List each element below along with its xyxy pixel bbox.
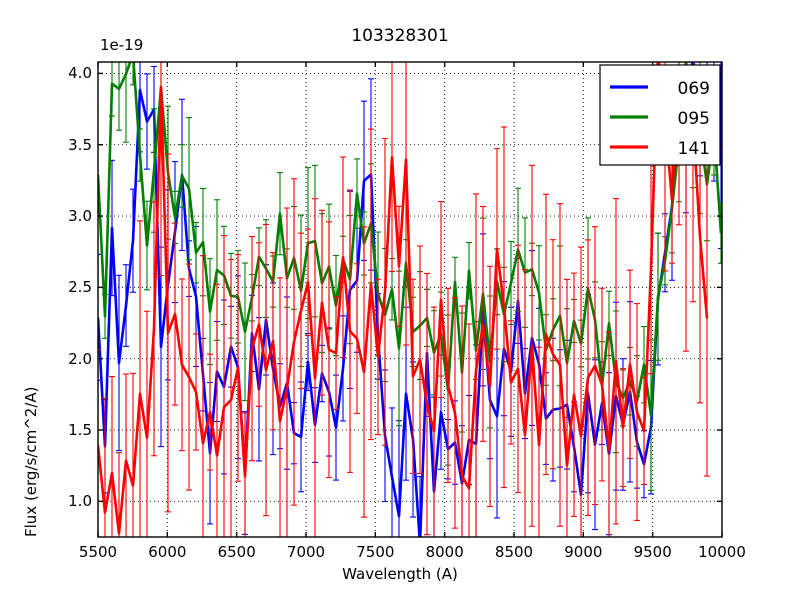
x-tick-label: 7000: [286, 543, 326, 561]
series-line-069: [98, 62, 722, 537]
legend[interactable]: 069 095 141: [599, 64, 721, 166]
x-tick-label: 10000: [698, 543, 746, 561]
y-tick-label: 3.0: [68, 207, 92, 226]
x-tick-label: 9500: [633, 543, 672, 561]
x-tick-label: 7500: [356, 543, 395, 561]
series-line-141: [98, 62, 709, 535]
x-axis-label: Wavelength (A): [342, 565, 458, 583]
y-tick-label: 2.0: [68, 349, 92, 368]
x-tick-label: 9000: [564, 543, 603, 561]
chart-title: 103328301: [351, 26, 449, 46]
y-axis-label: Flux (erg/s/cm^2/A): [22, 386, 40, 537]
y-tick-label: 3.5: [68, 135, 92, 154]
y-tick-label: 2.5: [68, 278, 92, 297]
x-tick-label: 6500: [217, 543, 256, 561]
data-layer: [98, 62, 722, 537]
x-tick-label: 5500: [78, 543, 118, 561]
legend-label-141: 141: [678, 139, 710, 159]
legend-label-095: 095: [678, 109, 710, 129]
x-tick-label: 8500: [494, 543, 534, 561]
y-tick-label: 4.0: [68, 64, 92, 83]
x-tick-label: 8000: [425, 543, 464, 561]
x-tick-label: 6000: [148, 543, 187, 561]
legend-label-069: 069: [678, 79, 710, 99]
y-axis-offset-label: 1e-19: [100, 36, 144, 54]
y-tick-label: 1.0: [68, 492, 92, 511]
y-tick-label: 1.5: [68, 421, 92, 440]
